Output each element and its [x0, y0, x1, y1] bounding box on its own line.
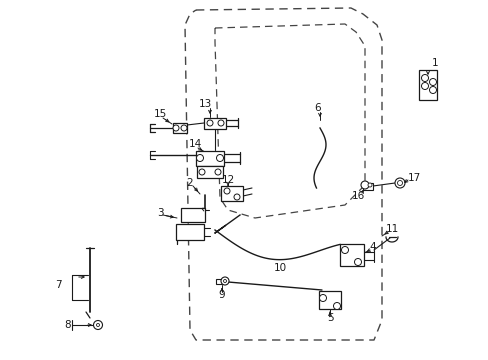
- Text: 1: 1: [431, 58, 437, 68]
- Circle shape: [218, 120, 224, 126]
- Bar: [418, 70, 436, 100]
- Circle shape: [216, 154, 223, 162]
- Circle shape: [206, 120, 213, 126]
- Circle shape: [360, 181, 368, 189]
- Bar: [173, 123, 186, 133]
- Text: 3: 3: [156, 208, 163, 218]
- Text: 8: 8: [64, 320, 71, 330]
- Circle shape: [421, 75, 427, 81]
- Circle shape: [199, 169, 204, 175]
- Text: 14: 14: [188, 139, 201, 149]
- Circle shape: [234, 194, 240, 200]
- Text: 16: 16: [351, 191, 364, 201]
- Bar: [339, 244, 363, 266]
- Text: 11: 11: [385, 224, 398, 234]
- Circle shape: [394, 178, 404, 188]
- Bar: [216, 279, 224, 284]
- Circle shape: [181, 125, 186, 131]
- Circle shape: [367, 183, 371, 187]
- Bar: [196, 150, 224, 166]
- Circle shape: [397, 180, 402, 185]
- Text: 17: 17: [407, 173, 420, 183]
- Bar: [176, 224, 203, 240]
- Bar: [181, 208, 204, 222]
- Circle shape: [428, 86, 436, 94]
- Text: 5: 5: [326, 313, 333, 323]
- Text: 9: 9: [218, 290, 225, 300]
- Circle shape: [196, 154, 203, 162]
- Text: 7: 7: [55, 280, 61, 290]
- Text: 2: 2: [186, 178, 193, 188]
- Circle shape: [173, 125, 179, 131]
- Circle shape: [96, 324, 99, 327]
- Bar: [318, 291, 340, 309]
- Circle shape: [341, 247, 348, 253]
- Bar: [362, 183, 372, 189]
- Circle shape: [319, 294, 326, 302]
- Circle shape: [215, 169, 221, 175]
- Circle shape: [354, 258, 361, 266]
- Circle shape: [333, 302, 340, 310]
- Text: 13: 13: [198, 99, 211, 109]
- Circle shape: [93, 320, 102, 329]
- Circle shape: [221, 277, 228, 285]
- Text: 12: 12: [221, 175, 234, 185]
- Circle shape: [428, 78, 436, 86]
- Circle shape: [223, 279, 226, 283]
- Circle shape: [421, 82, 427, 90]
- Bar: [221, 185, 243, 201]
- Circle shape: [224, 188, 229, 194]
- Bar: [203, 117, 225, 129]
- Text: 10: 10: [273, 263, 286, 273]
- Text: 6: 6: [314, 103, 321, 113]
- Text: 4: 4: [369, 242, 376, 252]
- Bar: [197, 166, 223, 178]
- Text: 15: 15: [153, 109, 166, 119]
